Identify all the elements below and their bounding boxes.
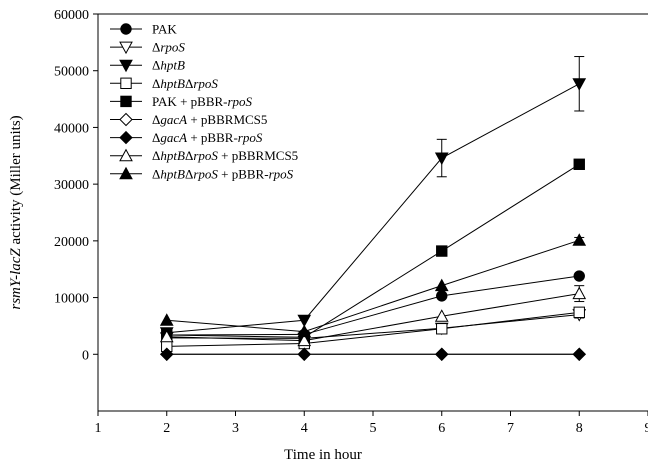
data-point [434,152,449,166]
legend-marker [119,59,133,73]
legend-label: ΔrpoS [152,40,185,55]
legend-item: ΔhptBΔrpoS [110,76,218,91]
data-point [572,78,587,91]
y-tick-label: 20000 [54,235,89,250]
data-point [572,347,586,361]
legend-marker [119,41,133,55]
legend-item: PAK + pBBR-rpoS [110,94,253,109]
legend-label: PAK + pBBR-rpoS [152,94,253,109]
y-tick-label: 30000 [54,178,89,193]
series-line [166,239,580,333]
series-6 [160,347,586,361]
legend-item: ΔhptB [110,58,185,73]
data-point [572,233,587,246]
data-point [436,290,448,302]
x-tick-label: 4 [301,421,308,436]
legend: PAK ΔrpoS ΔhptB ΔhptBΔrpoS PAK + pBBR-rpoS Δg… [110,22,298,181]
legend-label: PAK [152,22,177,37]
x-tick-label: 7 [507,421,514,436]
series-7 [159,285,587,347]
x-tick-label: 9 [645,421,648,436]
legend-marker [120,77,132,89]
y-axis-title-part: rsmY-lacZ [8,248,24,310]
data-point [436,245,448,257]
data-point [573,270,585,282]
data-point [160,347,174,361]
data-point [573,306,585,319]
legend-item: ΔhptBΔrpoS + pBBRMCS5 [110,148,298,163]
legend-label: ΔhptBΔrpoS + pBBRMCS5 [152,148,298,163]
legend-marker [119,166,133,180]
y-tick-label: 40000 [54,121,89,136]
data-point [434,278,449,292]
series-line [166,275,580,336]
data-point [297,347,311,361]
legend-marker [120,95,132,108]
series-8 [159,233,587,338]
y-tick-label: 50000 [54,65,89,80]
data-point [434,309,449,322]
series-line [166,314,580,339]
series-3 [161,306,585,353]
data-point [297,314,312,328]
series-line [166,163,580,338]
x-tick-label: 5 [370,421,377,436]
series-layer [159,56,587,361]
x-axis-title: Time in hour [284,447,362,463]
legend-marker [120,23,132,35]
series-line [166,311,580,347]
legend-label: ΔhptBΔrpoS [152,76,218,91]
data-point [159,313,174,326]
series-0 [161,270,585,341]
data-point [297,324,312,338]
y-tick-label: 0 [82,348,89,363]
plot-axes: 1 2 3 4 5 6 7 8 9 0 10000 20000 30000 40000 50000 60000 [54,8,648,436]
legend-item: ΔrpoS [110,40,185,55]
y-tick-label: 10000 [54,292,89,307]
y-axis-title: rsmY-lacZ activity (Miller units) [8,115,24,309]
y-axis-title-part: activity (Miller units) [8,115,24,248]
data-point [159,329,174,343]
x-tick-label: 1 [95,421,102,436]
legend-label: ΔhptBΔrpoS + pBBR-rpoS [152,166,294,181]
y-tick-label: 60000 [54,8,89,23]
legend-label: ΔhptB [152,58,185,73]
legend-item: ΔgacA + pBBR-rpoS [110,130,263,145]
data-point [573,158,585,170]
x-tick-label: 6 [438,421,445,436]
legend-marker [119,112,133,127]
legend-item: PAK [110,22,177,37]
legend-marker [119,130,133,145]
data-point [572,286,587,300]
x-tick-label: 3 [232,421,239,436]
legend-label: ΔgacA + pBBRMCS5 [152,112,267,127]
x-tick-label: 8 [576,421,583,436]
data-point [436,323,448,335]
legend-marker [119,148,133,162]
series-line [166,293,580,342]
series-line [166,83,580,334]
data-point [297,333,312,347]
legend-item: ΔhptBΔrpoS + pBBR-rpoS [110,166,294,181]
x-tick-label: 2 [163,421,170,436]
legend-label: ΔgacA + pBBR-rpoS [152,130,263,145]
data-point [435,347,449,361]
legend-item: ΔgacA + pBBRMCS5 [110,112,267,127]
